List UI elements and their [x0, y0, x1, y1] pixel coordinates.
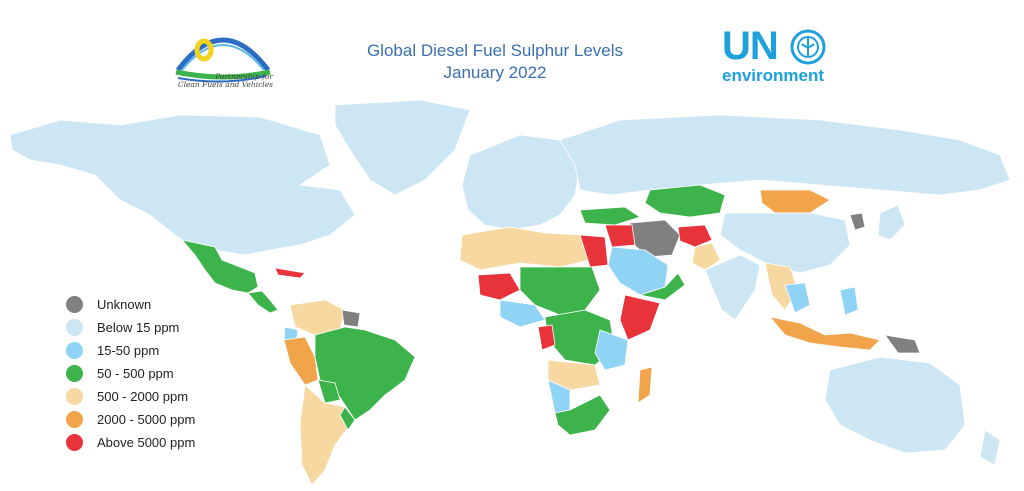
legend-label: 50 - 500 ppm: [97, 366, 174, 381]
region-indonesia: [768, 316, 881, 351]
legend-label: 2000 - 5000 ppm: [97, 412, 196, 427]
legend-swatch: [66, 319, 83, 336]
region-turkey-caucasus: [579, 206, 641, 226]
environment-logo-text: environment: [722, 66, 825, 85]
map-title: Global Diesel Fuel Sulphur Levels Januar…: [300, 40, 690, 84]
region-mongolia: [759, 189, 831, 214]
region-kazakhstan: [644, 184, 726, 218]
legend-item: 2000 - 5000 ppm: [66, 408, 236, 431]
region-mexico: [180, 239, 259, 294]
legend-item: 500 - 2000 ppm: [66, 385, 236, 408]
legend-item: Unknown: [66, 293, 236, 316]
legend-label: Below 15 ppm: [97, 320, 180, 335]
legend-swatch: [66, 411, 83, 428]
legend-swatch: [66, 342, 83, 359]
region-russia: [559, 114, 1011, 196]
region-south-africa: [554, 394, 611, 436]
region-new-zealand: [979, 429, 1001, 466]
region-egypt: [579, 234, 609, 268]
legend-item: 15-50 ppm: [66, 339, 236, 362]
region-caribbean: [274, 267, 306, 279]
region-bolivia: [317, 379, 341, 404]
legend-label: Above 5000 ppm: [97, 435, 196, 450]
title-line-1: Global Diesel Fuel Sulphur Levels: [366, 41, 624, 60]
region-philippines: [839, 286, 859, 316]
region-iraq-syria: [604, 224, 636, 248]
map-countries: [9, 99, 1011, 486]
world-map: [9, 99, 1011, 486]
legend-label: 15-50 ppm: [97, 343, 160, 358]
region-mali: [477, 272, 521, 301]
region-india: [704, 254, 761, 321]
legend-item: Below 15 ppm: [66, 316, 236, 339]
region-guianas: [341, 309, 361, 328]
region-pakistan: [691, 242, 721, 271]
legend-item: Above 5000 ppm: [66, 431, 236, 454]
legend-swatch: [66, 434, 83, 451]
region-greenland: [334, 99, 471, 196]
region-peru: [283, 336, 319, 386]
region-png: [884, 334, 921, 354]
title-line-2: January 2022: [443, 63, 547, 82]
legend-item: 50 - 500 ppm: [66, 362, 236, 385]
legend-swatch: [66, 296, 83, 313]
region-west-africa: [499, 299, 546, 328]
un-logo-text: UN: [722, 24, 779, 68]
region-north-america: [9, 114, 356, 256]
region-uruguay: [339, 406, 356, 431]
region-central-america: [247, 290, 279, 314]
region-north-korea: [849, 212, 866, 231]
region-angola-zambia: [547, 359, 601, 391]
region-yemen-oman: [638, 272, 686, 301]
pcfv-logo-text: Partnership for Clean Fuels and Vehicles: [177, 72, 273, 89]
legend-swatch: [66, 365, 83, 382]
legend-label: 500 - 2000 ppm: [97, 389, 189, 404]
un-emblem-icon: [790, 29, 826, 65]
legend-label: Unknown: [97, 297, 152, 312]
region-china: [719, 212, 851, 274]
region-horn-of-africa: [619, 294, 661, 341]
pcfv-logo: [175, 37, 271, 83]
region-madagascar: [637, 366, 653, 404]
map-legend: Unknown Below 15 ppm 15-50 ppm 50 - 500 ppm…: [66, 293, 236, 454]
region-thailand-vietnam: [784, 282, 811, 314]
region-east-africa: [594, 329, 629, 371]
legend-swatch: [66, 388, 83, 405]
region-congo-coast: [537, 324, 556, 351]
region-europe: [461, 134, 581, 231]
region-north-africa-west: [459, 226, 591, 271]
region-australia: [824, 356, 966, 454]
region-argentina-chile: [299, 384, 351, 486]
region-japan: [877, 204, 906, 241]
region-afghanistan: [677, 224, 713, 248]
